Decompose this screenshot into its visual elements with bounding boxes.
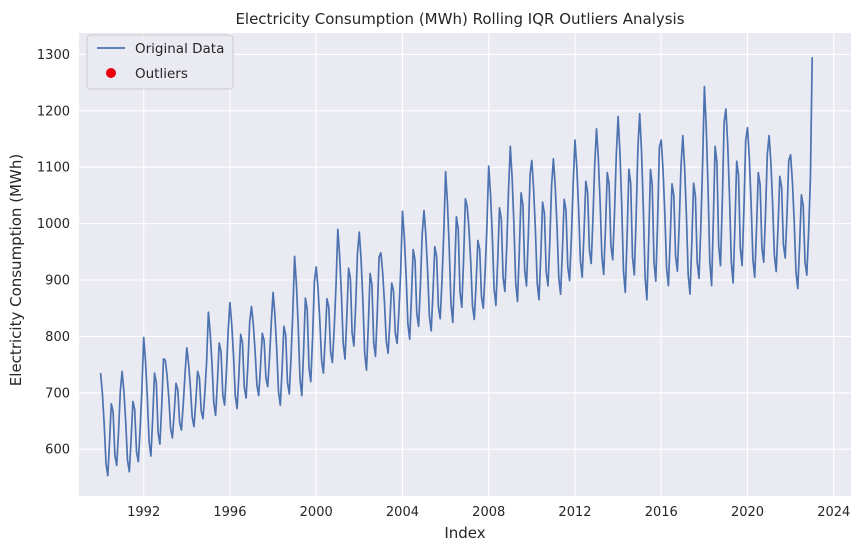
y-tick-label: 1100 <box>37 161 70 176</box>
x-tick-label: 2004 <box>386 505 419 520</box>
y-tick-label: 700 <box>45 386 70 401</box>
x-tick-label: 2024 <box>817 505 850 520</box>
y-tick-labels: 600 700 800 900 1000 1100 1200 1300 <box>37 48 70 458</box>
y-tick-label: 800 <box>45 330 70 345</box>
y-tick-label: 1000 <box>37 217 70 232</box>
legend-swatch-outliers <box>106 68 116 78</box>
y-tick-label: 600 <box>45 443 70 458</box>
x-tick-label: 1996 <box>213 505 246 520</box>
x-tick-label: 1992 <box>127 505 160 520</box>
plot-area <box>79 33 851 496</box>
legend: Original Data Outliers <box>86 34 234 90</box>
x-tick-label: 2012 <box>558 505 591 520</box>
x-tick-label: 2020 <box>731 505 764 520</box>
x-tick-label: 2000 <box>300 505 333 520</box>
chart-title: Electricity Consumption (MWh) Rolling IQ… <box>235 10 684 28</box>
legend-label-original-data: Original Data <box>135 41 224 57</box>
x-tick-label: 2016 <box>645 505 678 520</box>
x-tick-labels: 1992 1996 2000 2004 2008 2012 2016 2020 2024 <box>127 505 850 520</box>
y-tick-label: 1300 <box>37 48 70 63</box>
series-line-original-data <box>99 57 814 477</box>
x-tick-label: 2008 <box>472 505 505 520</box>
y-axis-label: Electricity Consumption (MWh) <box>7 154 25 386</box>
x-axis-label: Index <box>444 524 485 542</box>
y-tick-label: 1200 <box>37 104 70 119</box>
x-gridlines <box>143 33 835 496</box>
legend-label-outliers: Outliers <box>135 66 188 82</box>
y-tick-label: 900 <box>45 274 70 289</box>
